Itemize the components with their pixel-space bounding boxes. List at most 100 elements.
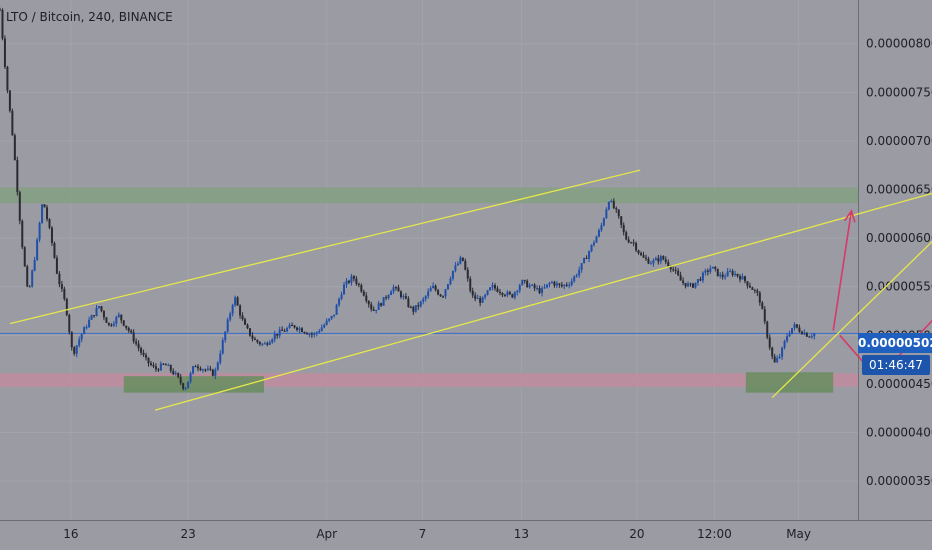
candle-body — [588, 251, 591, 259]
candle-body — [496, 288, 499, 292]
candle-body — [573, 276, 576, 282]
candle-body — [635, 242, 638, 251]
candle-body — [137, 343, 140, 349]
candle-body — [115, 316, 118, 324]
candle-body — [714, 266, 717, 269]
candle-body — [6, 66, 9, 91]
candle-body — [167, 365, 170, 367]
candle-body — [127, 327, 130, 331]
candle-body — [318, 331, 321, 333]
candle-body — [778, 356, 781, 359]
box-zone — [123, 376, 264, 393]
candle-body — [149, 363, 152, 365]
candle-body — [172, 370, 175, 375]
candle-body — [575, 275, 578, 277]
candle-body — [657, 258, 660, 262]
projection-arrow — [832, 210, 853, 331]
candle-body — [743, 276, 746, 282]
candle-body — [788, 333, 791, 337]
candle-body — [471, 290, 474, 296]
candle-body — [625, 232, 628, 240]
candle-body — [41, 204, 44, 223]
candle-body — [347, 280, 350, 283]
candle-body — [152, 364, 155, 367]
candle-body — [145, 355, 148, 358]
candle-body — [654, 258, 657, 261]
candle-body — [93, 315, 96, 317]
candle-body — [375, 309, 378, 311]
candle-body — [449, 278, 452, 285]
candle-body — [461, 257, 464, 261]
candle-body — [164, 364, 167, 366]
candle-body — [593, 242, 595, 245]
candle-body — [597, 230, 600, 237]
candle-body — [125, 325, 128, 328]
candle-body — [182, 383, 185, 389]
candle-body — [390, 291, 393, 296]
candle-body — [53, 243, 56, 258]
candle-body — [414, 305, 417, 312]
candle-body — [526, 280, 529, 288]
candle-body — [377, 303, 380, 310]
candle-body — [637, 250, 640, 254]
candle-body — [263, 343, 266, 345]
candle-body — [95, 307, 98, 316]
candle-body — [808, 336, 811, 338]
candle-body — [798, 327, 801, 332]
trendline — [771, 240, 932, 398]
candle-body — [360, 284, 363, 292]
candle-body — [734, 273, 737, 276]
candle-body — [642, 255, 645, 258]
candle-body — [83, 327, 86, 335]
candle-body — [335, 304, 338, 315]
candle-body — [763, 309, 766, 322]
candle-body — [538, 288, 541, 294]
candle-body — [239, 305, 242, 316]
candle-body — [781, 347, 784, 357]
candle-body — [640, 253, 643, 256]
candle-body — [791, 328, 793, 334]
candle-body — [23, 247, 26, 267]
candle-body — [350, 276, 353, 283]
candle-body — [741, 276, 744, 280]
candle-body — [296, 327, 298, 330]
candle-body — [169, 365, 172, 371]
candle-body — [803, 332, 806, 335]
candle-body — [135, 341, 138, 344]
candle-body — [669, 266, 672, 270]
plot-area[interactable] — [0, 0, 858, 520]
candle-body — [570, 281, 573, 286]
candle-body — [706, 270, 709, 272]
candle-body — [399, 291, 402, 297]
candle-body — [281, 329, 284, 331]
candle-body — [28, 286, 31, 288]
candle-body — [48, 219, 51, 228]
candle-body — [667, 262, 670, 267]
candle-body — [771, 347, 774, 357]
candle-body — [291, 325, 294, 327]
candle-body — [211, 369, 214, 376]
candle-body — [583, 258, 586, 264]
candle-body — [528, 285, 531, 288]
candle-body — [130, 330, 133, 333]
candle-body — [174, 373, 177, 375]
candle-body — [419, 301, 422, 307]
candle-body — [209, 368, 212, 370]
candle-body — [244, 319, 247, 325]
candle-body — [694, 282, 697, 288]
candle-body — [365, 295, 368, 301]
candle-body — [615, 208, 618, 210]
candle-body — [692, 283, 694, 288]
candle-body — [372, 309, 375, 311]
candle-body — [16, 160, 19, 193]
candle-body — [241, 315, 244, 320]
y-tick-label: 0.00000550 — [866, 280, 932, 294]
candle-body — [541, 288, 544, 294]
candle-body — [518, 285, 521, 291]
candle-body — [783, 341, 786, 348]
candle-body — [258, 342, 261, 345]
candle-body — [563, 284, 566, 287]
candle-body — [107, 322, 110, 325]
